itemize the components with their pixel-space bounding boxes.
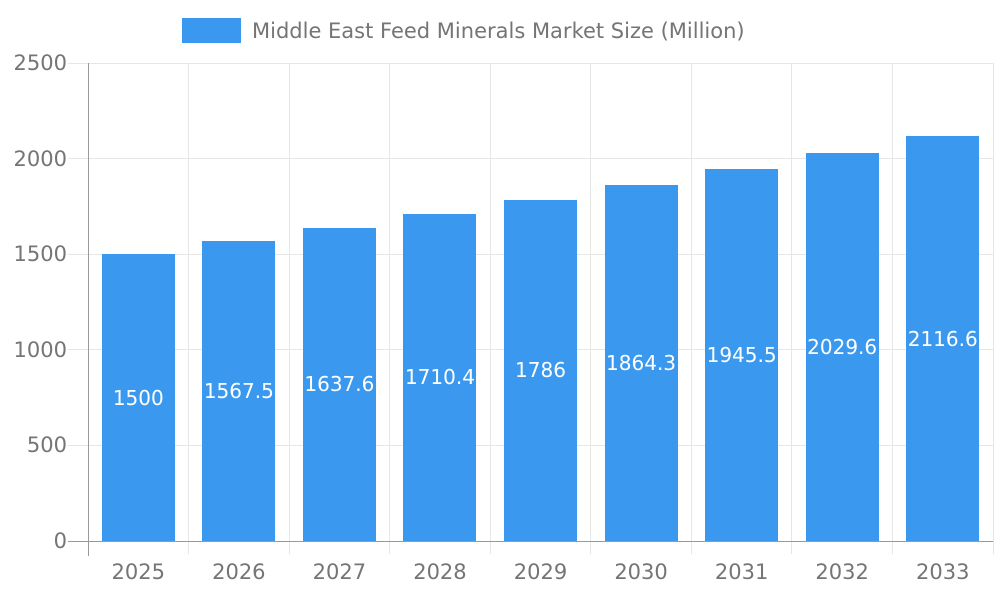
- bar-2032: 2029.6: [805, 152, 879, 541]
- y-axis-line: [87, 63, 89, 556]
- gridline-v: [188, 63, 190, 554]
- gridline-v: [389, 63, 391, 554]
- bar-value-label: 1567.5: [203, 379, 274, 404]
- x-tick-label: 2031: [714, 560, 769, 584]
- bar-value-label: 1786: [515, 358, 566, 383]
- bar-2029: 1786: [504, 199, 577, 541]
- x-tick-label: 2025: [111, 560, 165, 584]
- chart-legend: Middle East Feed Minerals Market Size (M…: [182, 18, 745, 43]
- bar-2025: 1500: [101, 254, 175, 541]
- bar-value-label: 1710.4: [404, 365, 475, 390]
- bar-value-label: 1500: [112, 385, 164, 410]
- bar-2033: 2116.6: [906, 136, 980, 541]
- gridline-v: [288, 63, 290, 554]
- bar-value-label: 1864.3: [606, 350, 677, 375]
- bar-value-label: 1945.5: [706, 343, 777, 367]
- x-tick-label: 2032: [815, 560, 869, 584]
- y-tick-label: 500: [26, 433, 67, 458]
- y-tick-label: 1000: [13, 337, 67, 362]
- bar-2031: 1945.5: [705, 169, 779, 541]
- x-tick-label: 2030: [614, 560, 668, 584]
- x-tick-label: 2029: [513, 560, 568, 584]
- legend-swatch: [182, 18, 241, 43]
- gridline-v: [690, 63, 692, 554]
- bar-value-label: 2029.6: [807, 334, 878, 359]
- x-tick-label: 2033: [915, 560, 970, 584]
- bar-value-label: 1637.6: [304, 372, 375, 397]
- gridline-v: [489, 63, 491, 554]
- y-tick-label: 2500: [13, 51, 67, 75]
- x-tick-label: 2028: [413, 560, 467, 584]
- gridline-v: [891, 63, 893, 554]
- y-tick-label: 1500: [13, 242, 67, 267]
- bar-2030: 1864.3: [604, 184, 678, 541]
- bar-value-label: 2116.6: [907, 326, 978, 351]
- y-tick-label: 2000: [13, 146, 67, 171]
- gridline-v: [992, 63, 994, 554]
- bar-2028: 1710.4: [403, 213, 477, 541]
- x-axis-line: [68, 540, 993, 542]
- gridline-h: [68, 158, 993, 160]
- legend-label: Middle East Feed Minerals Market Size (M…: [252, 18, 745, 43]
- gridline-v: [590, 63, 592, 554]
- x-tick-label: 2026: [212, 560, 266, 584]
- gridline-v: [791, 63, 793, 554]
- bar-2026: 1567.5: [202, 241, 276, 541]
- y-tick-label: 0: [53, 529, 67, 553]
- x-tick-label: 2027: [312, 560, 367, 584]
- bar-2027: 1637.6: [302, 227, 376, 541]
- gridline-h: [68, 62, 993, 64]
